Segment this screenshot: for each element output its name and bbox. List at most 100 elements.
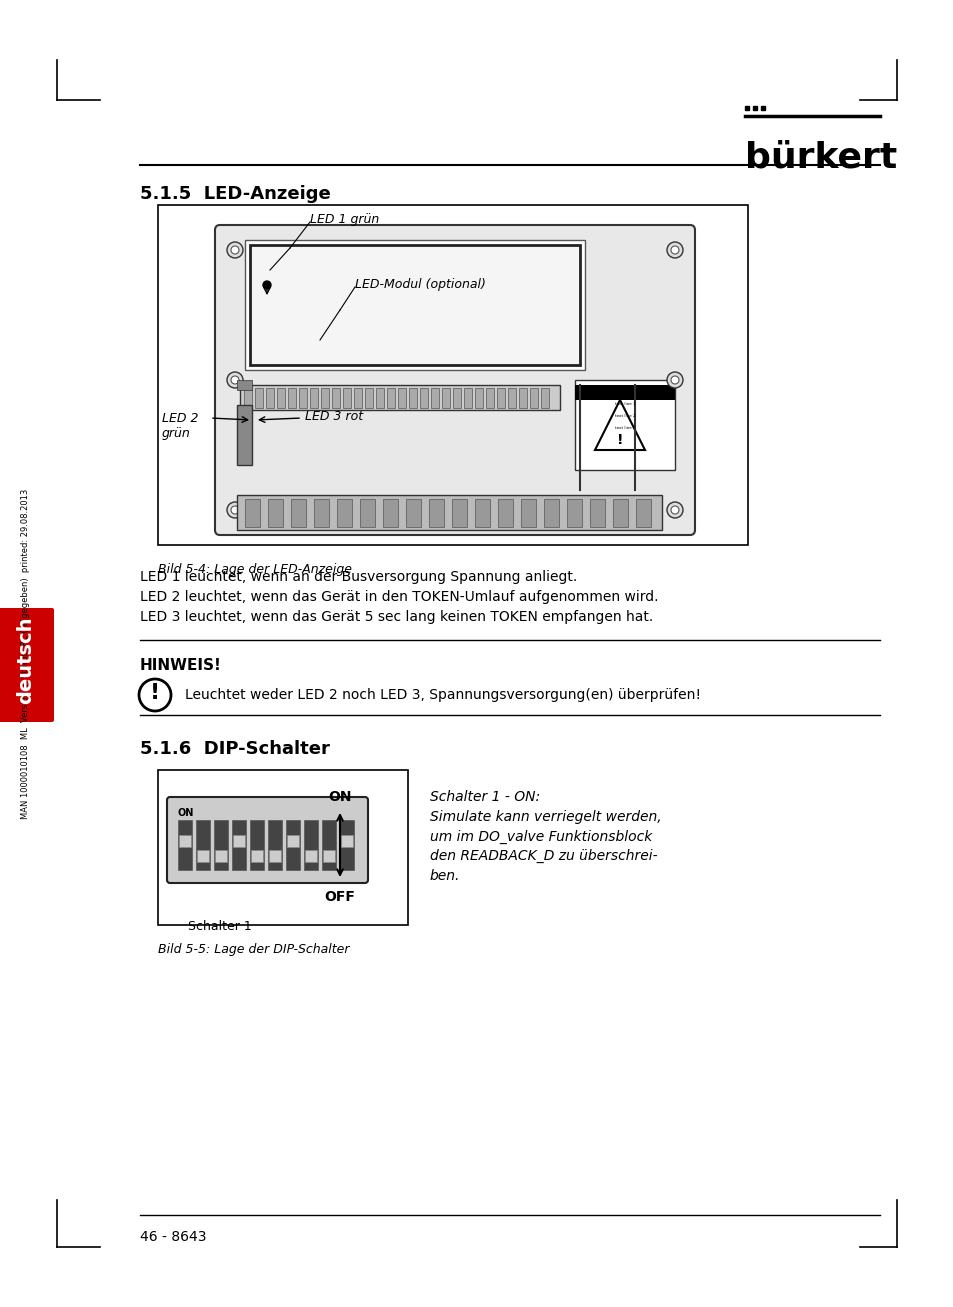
Bar <box>236 495 661 531</box>
Bar <box>497 388 504 408</box>
Bar <box>314 499 329 527</box>
Bar <box>305 850 316 863</box>
Bar <box>298 388 307 408</box>
Circle shape <box>139 680 171 711</box>
Bar <box>339 819 354 870</box>
FancyBboxPatch shape <box>167 797 368 884</box>
Bar <box>475 388 482 408</box>
Circle shape <box>666 502 682 518</box>
Bar <box>636 499 650 527</box>
Bar <box>752 106 757 110</box>
Text: !: ! <box>150 684 160 703</box>
Bar <box>387 388 395 408</box>
Circle shape <box>227 502 243 518</box>
Text: MAN 1000010108  ML  Version: J  Status: RL (re|gegeben)  printed: 29.08.2013: MAN 1000010108 ML Version: J Status: RL … <box>20 489 30 818</box>
Bar <box>233 835 245 847</box>
Bar <box>406 499 420 527</box>
Text: !: ! <box>616 433 622 447</box>
Bar <box>453 388 460 408</box>
Bar <box>575 380 675 471</box>
Bar <box>236 405 252 465</box>
Bar <box>340 835 353 847</box>
Bar <box>463 388 472 408</box>
Text: LED-Modul (optional): LED-Modul (optional) <box>355 278 485 291</box>
Bar <box>268 499 283 527</box>
Bar <box>269 850 281 863</box>
Bar <box>429 499 443 527</box>
Text: LED 1 leuchtet, wenn an der Busversorgung Spannung anliegt.: LED 1 leuchtet, wenn an der Busversorgun… <box>140 570 577 584</box>
Bar <box>530 388 537 408</box>
Bar <box>286 819 299 870</box>
Bar <box>332 388 339 408</box>
Bar <box>310 388 317 408</box>
Bar <box>575 386 675 400</box>
Bar <box>232 819 246 870</box>
Circle shape <box>670 376 679 384</box>
Bar <box>179 835 191 847</box>
Bar <box>250 244 579 365</box>
Bar <box>178 819 192 870</box>
Bar <box>365 388 373 408</box>
Bar <box>213 819 228 870</box>
Circle shape <box>231 246 239 254</box>
Bar <box>268 819 282 870</box>
Bar <box>336 499 352 527</box>
Bar <box>266 388 274 408</box>
Bar <box>441 388 450 408</box>
Text: Bild 5-5: Lage der DIP-Schalter: Bild 5-5: Lage der DIP-Schalter <box>158 942 349 955</box>
Text: LED 2 leuchtet, wenn das Gerät in den TOKEN-Umlauf aufgenommen wird.: LED 2 leuchtet, wenn das Gerät in den TO… <box>140 589 658 604</box>
Bar <box>485 388 494 408</box>
Text: bürkert: bürkert <box>744 140 897 174</box>
Bar <box>397 388 406 408</box>
FancyBboxPatch shape <box>214 225 695 535</box>
Circle shape <box>670 506 679 514</box>
Bar <box>244 388 252 408</box>
Text: ON: ON <box>328 789 352 804</box>
Bar <box>475 499 490 527</box>
Bar <box>543 499 558 527</box>
Bar <box>323 850 335 863</box>
Polygon shape <box>595 400 644 450</box>
Bar <box>287 835 298 847</box>
Bar <box>304 819 317 870</box>
Text: Bild 5-4: Lage der LED-Anzeige: Bild 5-4: Lage der LED-Anzeige <box>158 563 352 576</box>
Text: Leuchtet weder LED 2 noch LED 3, Spannungsversorgung(en) überprüfen!: Leuchtet weder LED 2 noch LED 3, Spannun… <box>185 687 700 702</box>
Text: HINWEIS!: HINWEIS! <box>140 657 222 673</box>
Bar <box>760 106 764 110</box>
Bar <box>322 819 335 870</box>
Text: 46 - 8643: 46 - 8643 <box>140 1230 206 1244</box>
Bar <box>589 499 604 527</box>
Bar <box>382 499 397 527</box>
Bar <box>375 388 384 408</box>
Bar <box>214 850 227 863</box>
Bar <box>320 388 329 408</box>
Bar <box>196 850 209 863</box>
Text: LED 1 grün: LED 1 grün <box>310 213 379 226</box>
Bar <box>276 388 285 408</box>
Text: Simulate kann verriegelt werden,
um im DO_valve Funktionsblock
den READBACK_D zu: Simulate kann verriegelt werden, um im D… <box>430 810 661 882</box>
Bar <box>520 499 536 527</box>
Bar <box>566 499 581 527</box>
Bar <box>431 388 438 408</box>
Bar <box>343 388 351 408</box>
Bar <box>288 388 295 408</box>
Text: LED 3 leuchtet, wenn das Gerät 5 sec lang keinen TOKEN empfangen hat.: LED 3 leuchtet, wenn das Gerät 5 sec lan… <box>140 610 653 623</box>
Bar <box>245 240 584 370</box>
FancyBboxPatch shape <box>0 608 54 721</box>
Circle shape <box>227 372 243 388</box>
Bar <box>518 388 526 408</box>
Circle shape <box>670 246 679 254</box>
Circle shape <box>231 376 239 384</box>
Text: text line 3: text line 3 <box>614 426 635 430</box>
Circle shape <box>263 281 271 289</box>
Bar <box>195 819 210 870</box>
Bar <box>359 499 375 527</box>
Circle shape <box>227 242 243 257</box>
Bar <box>245 499 260 527</box>
Bar <box>158 205 747 545</box>
Text: 5.1.6  DIP-Schalter: 5.1.6 DIP-Schalter <box>140 740 330 758</box>
Text: Schalter 1 - ON:: Schalter 1 - ON: <box>430 789 539 804</box>
Bar <box>158 770 408 925</box>
Bar <box>507 388 516 408</box>
Circle shape <box>231 506 239 514</box>
